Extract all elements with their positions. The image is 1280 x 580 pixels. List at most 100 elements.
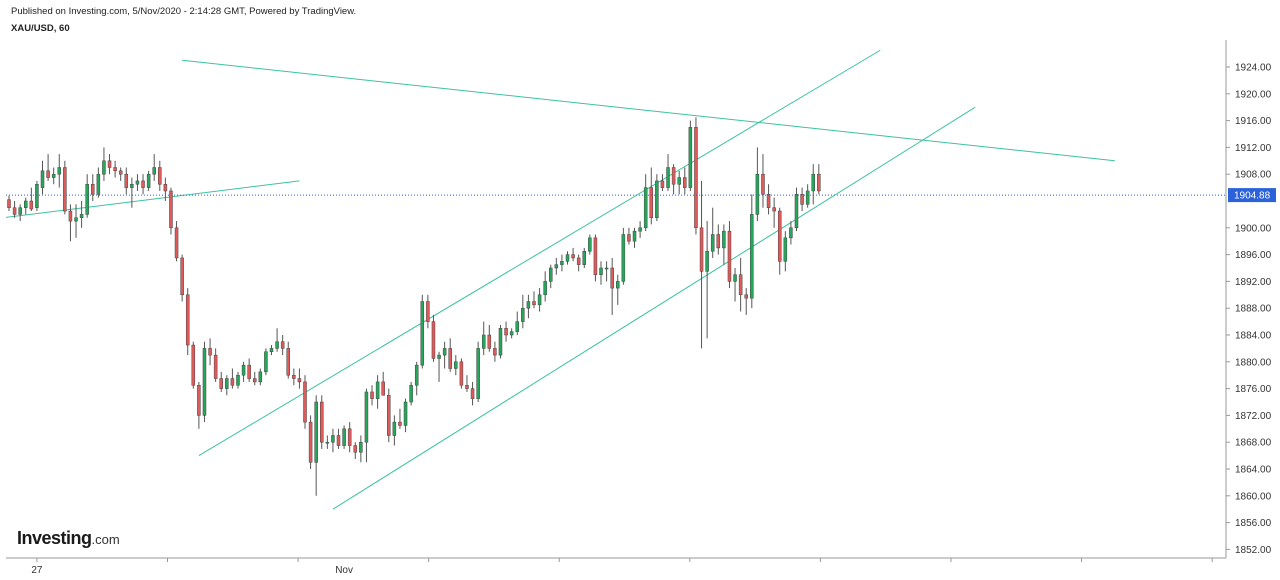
candle-body bbox=[493, 348, 497, 356]
candle-7 bbox=[40, 160, 45, 195]
candle-body bbox=[565, 254, 570, 262]
candle-43 bbox=[241, 361, 246, 382]
candle-body bbox=[102, 160, 106, 175]
price-tick-label: 1896.00 bbox=[1235, 250, 1272, 261]
candle-body bbox=[264, 351, 268, 373]
candle-99 bbox=[554, 257, 559, 275]
candle-body bbox=[649, 187, 654, 219]
candle-body bbox=[750, 214, 754, 299]
candle-8 bbox=[46, 154, 50, 181]
candle-106 bbox=[593, 234, 598, 282]
time-tick-label: Nov bbox=[335, 565, 353, 576]
candle-body bbox=[269, 348, 274, 352]
candle-body bbox=[470, 388, 475, 399]
candle-45 bbox=[252, 371, 257, 386]
candle-4 bbox=[24, 197, 28, 215]
candle-71 bbox=[398, 408, 402, 429]
candle-117 bbox=[655, 174, 659, 222]
candle-47 bbox=[264, 348, 268, 376]
candle-16 bbox=[91, 174, 95, 201]
candle-129 bbox=[722, 224, 726, 265]
candle-body bbox=[347, 428, 352, 446]
price-axis: 1924.00 1920.00 1916.00 1912.00 1908.00 1900.… bbox=[1225, 40, 1272, 558]
candle-93 bbox=[521, 294, 525, 329]
candle-body bbox=[342, 428, 346, 446]
trendline-3 bbox=[198, 49, 881, 457]
candle-101 bbox=[565, 251, 570, 265]
candle-body bbox=[660, 180, 665, 188]
candle-140 bbox=[783, 231, 788, 272]
candle-11 bbox=[63, 160, 67, 215]
candle-84 bbox=[470, 381, 475, 406]
candle-20 bbox=[113, 160, 117, 178]
candle-body bbox=[152, 167, 156, 175]
candle-80 bbox=[448, 338, 452, 372]
candle-body bbox=[431, 321, 436, 359]
price-tick-label: 1912.00 bbox=[1235, 143, 1272, 154]
price-tick-label: 1852.00 bbox=[1235, 545, 1272, 556]
price-tick-label: 1916.00 bbox=[1235, 116, 1272, 127]
candle-body bbox=[710, 234, 715, 252]
candle-124 bbox=[694, 117, 698, 235]
candle-39 bbox=[219, 371, 223, 392]
candle-35 bbox=[197, 381, 201, 429]
candle-82 bbox=[459, 358, 464, 389]
candle-143 bbox=[800, 187, 804, 212]
price-tick-label: 1860.00 bbox=[1235, 491, 1272, 502]
candle-40 bbox=[225, 375, 229, 396]
candle-91 bbox=[509, 328, 514, 339]
candle-body bbox=[599, 267, 603, 275]
candle-132 bbox=[738, 257, 743, 312]
candle-body bbox=[521, 307, 525, 322]
candle-body bbox=[29, 200, 34, 210]
candle-body bbox=[158, 167, 162, 185]
candle-body bbox=[169, 190, 173, 229]
candle-3 bbox=[18, 204, 22, 222]
candle-body bbox=[118, 170, 123, 175]
candle-41 bbox=[230, 368, 235, 389]
candle-body bbox=[91, 184, 95, 195]
candle-121 bbox=[677, 170, 681, 195]
candle-130 bbox=[727, 221, 732, 289]
published-caption: Published on Investing.com, 5/Nov/2020 -… bbox=[11, 6, 357, 17]
candle-body bbox=[85, 184, 89, 215]
candle-122 bbox=[683, 167, 687, 195]
candle-54 bbox=[303, 375, 307, 429]
candle-9 bbox=[51, 167, 56, 185]
candle-42 bbox=[236, 371, 240, 389]
candle-body bbox=[548, 267, 553, 282]
candle-67 bbox=[375, 375, 380, 409]
candle-103 bbox=[576, 254, 581, 272]
candle-13 bbox=[74, 204, 78, 238]
candle-body bbox=[537, 294, 542, 306]
candle-body bbox=[292, 374, 296, 379]
candle-25 bbox=[141, 174, 145, 195]
candle-34 bbox=[191, 341, 196, 389]
candle-body bbox=[727, 230, 732, 282]
candle-body bbox=[403, 401, 408, 426]
candle-49 bbox=[275, 328, 279, 352]
price-tick-label: 1908.00 bbox=[1235, 170, 1272, 181]
candle-body bbox=[286, 348, 290, 376]
candle-31 bbox=[174, 221, 179, 262]
candle-112 bbox=[627, 227, 631, 245]
last-price-tag-text: 1904.88 bbox=[1234, 191, 1271, 202]
trendlines bbox=[6, 49, 1115, 510]
candle-body bbox=[124, 173, 129, 188]
candle-body bbox=[213, 354, 218, 379]
candle-body bbox=[275, 341, 279, 349]
candle-body bbox=[604, 267, 609, 270]
candle-body bbox=[74, 217, 78, 222]
candle-37 bbox=[208, 338, 212, 366]
candle-body bbox=[7, 199, 11, 208]
trendline-4 bbox=[332, 106, 976, 510]
candle-body bbox=[699, 227, 704, 272]
candle-body bbox=[325, 441, 330, 444]
candle-body bbox=[560, 261, 564, 265]
candle-body bbox=[219, 378, 223, 389]
candle-body bbox=[515, 321, 519, 332]
candle-body bbox=[655, 180, 659, 218]
candle-body bbox=[683, 177, 687, 188]
price-tick-label: 1924.00 bbox=[1235, 63, 1272, 74]
candle-125 bbox=[699, 180, 704, 349]
